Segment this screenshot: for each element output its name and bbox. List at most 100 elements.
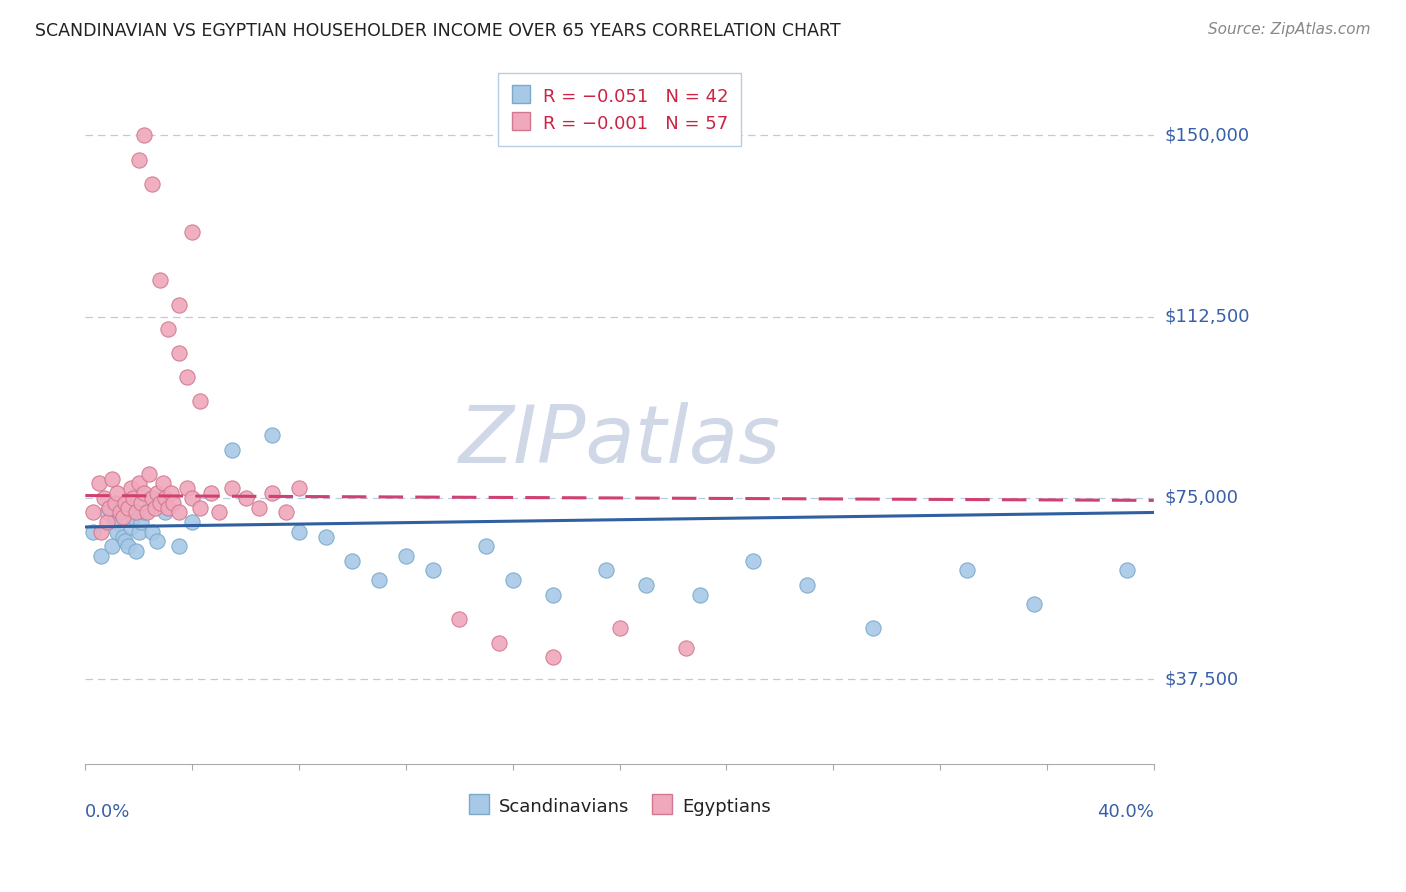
Point: [315, 530, 337, 544]
Point: [541, 650, 564, 665]
Point: [288, 524, 311, 539]
Point: [235, 491, 257, 505]
Point: [796, 578, 818, 592]
Point: [262, 428, 284, 442]
Point: [141, 491, 163, 505]
Point: [221, 481, 243, 495]
Point: [98, 500, 121, 515]
Point: [188, 500, 211, 515]
Point: [181, 225, 204, 239]
Point: [1022, 597, 1045, 611]
Text: SCANDINAVIAN VS EGYPTIAN HOUSEHOLDER INCOME OVER 65 YEARS CORRELATION CHART: SCANDINAVIAN VS EGYPTIAN HOUSEHOLDER INC…: [35, 22, 841, 40]
Point: [488, 636, 510, 650]
Point: [742, 554, 765, 568]
Point: [247, 500, 270, 515]
Point: [96, 515, 118, 529]
Point: [595, 564, 617, 578]
Point: [200, 486, 222, 500]
Point: [96, 506, 118, 520]
Point: [132, 486, 155, 500]
Point: [122, 491, 145, 505]
Point: [138, 491, 160, 505]
Point: [221, 442, 243, 457]
Point: [541, 588, 564, 602]
Point: [689, 588, 711, 602]
Legend: Scandinavians, Egyptians: Scandinavians, Egyptians: [461, 789, 778, 823]
Point: [152, 476, 174, 491]
Point: [90, 524, 112, 539]
Point: [82, 524, 104, 539]
Point: [143, 500, 166, 515]
Point: [609, 622, 631, 636]
Point: [93, 491, 115, 505]
Point: [146, 486, 169, 500]
Point: [122, 510, 145, 524]
Point: [155, 506, 177, 520]
Point: [82, 506, 104, 520]
Point: [132, 128, 155, 143]
Point: [274, 506, 297, 520]
Point: [141, 177, 163, 191]
Point: [105, 524, 128, 539]
Point: [1116, 564, 1139, 578]
Text: $75,000: $75,000: [1166, 489, 1239, 507]
Text: ZIPatlas: ZIPatlas: [458, 402, 780, 480]
Point: [176, 370, 198, 384]
Point: [862, 622, 884, 636]
Text: 40.0%: 40.0%: [1097, 803, 1154, 821]
Point: [155, 491, 177, 505]
Point: [101, 472, 124, 486]
Point: [128, 524, 150, 539]
Point: [181, 491, 204, 505]
Point: [422, 564, 444, 578]
Point: [395, 549, 418, 563]
Point: [125, 506, 148, 520]
Point: [114, 496, 136, 510]
Point: [149, 496, 172, 510]
Point: [125, 544, 148, 558]
Point: [101, 539, 124, 553]
Point: [108, 500, 131, 515]
Point: [114, 534, 136, 549]
Point: [956, 564, 979, 578]
Point: [159, 486, 181, 500]
Point: [262, 486, 284, 500]
Text: 0.0%: 0.0%: [86, 803, 131, 821]
Point: [449, 612, 471, 626]
Point: [87, 476, 110, 491]
Point: [104, 515, 127, 529]
Point: [128, 476, 150, 491]
Text: $112,500: $112,500: [1166, 308, 1250, 326]
Point: [475, 539, 498, 553]
Point: [675, 640, 697, 655]
Point: [167, 346, 190, 360]
Point: [128, 153, 150, 167]
Point: [167, 298, 190, 312]
Point: [188, 394, 211, 409]
Point: [108, 506, 131, 520]
Text: $37,500: $37,500: [1166, 670, 1239, 689]
Point: [176, 481, 198, 495]
Point: [157, 500, 180, 515]
Point: [135, 506, 157, 520]
Point: [342, 554, 364, 568]
Point: [157, 322, 180, 336]
Point: [105, 486, 128, 500]
Point: [111, 530, 134, 544]
Point: [181, 515, 204, 529]
Point: [288, 481, 311, 495]
Point: [167, 506, 190, 520]
Point: [120, 481, 142, 495]
Point: [162, 496, 184, 510]
Text: Source: ZipAtlas.com: Source: ZipAtlas.com: [1208, 22, 1371, 37]
Point: [131, 515, 153, 529]
Point: [368, 573, 391, 587]
Point: [636, 578, 658, 592]
Point: [141, 524, 163, 539]
Text: $150,000: $150,000: [1166, 127, 1250, 145]
Point: [208, 506, 231, 520]
Point: [117, 539, 139, 553]
Point: [111, 510, 134, 524]
Point: [90, 549, 112, 563]
Point: [138, 467, 160, 481]
